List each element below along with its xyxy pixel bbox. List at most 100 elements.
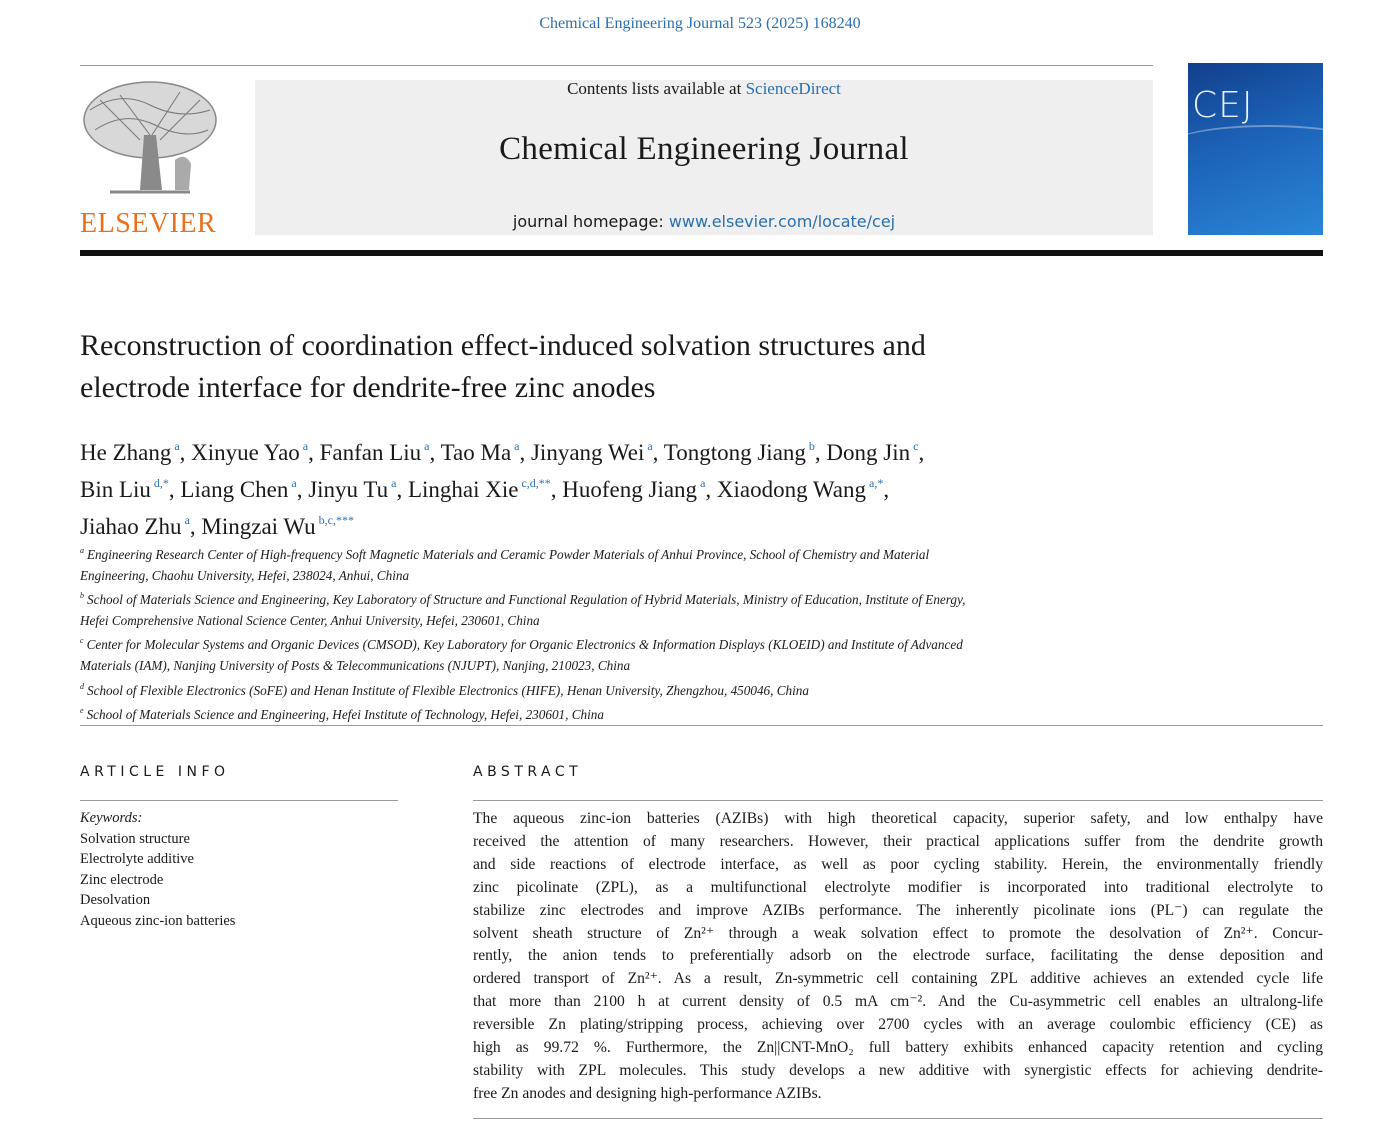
keyword: Zinc electrode — [80, 871, 164, 888]
header-divider — [80, 65, 1153, 66]
abstract-divider — [473, 800, 1323, 801]
author-affiliation-marker[interactable]: b,c,*** — [318, 513, 354, 527]
author-name: Xinyue Yao — [191, 440, 300, 465]
cover-logo: CEJ — [1192, 85, 1254, 126]
keyword: Aqueous zinc-ion batteries — [80, 912, 236, 929]
affiliation-text: School of Materials Science and Engineer… — [87, 592, 966, 608]
affiliation-text: Engineering Research Center of High-freq… — [87, 547, 930, 562]
affiliation-text: Center for Molecular Systems and Organic… — [86, 637, 963, 653]
author-affiliation-marker[interactable]: a — [700, 476, 706, 490]
author-affiliation-marker[interactable]: a — [514, 439, 520, 453]
author-affiliation-marker[interactable]: a,* — [869, 476, 884, 490]
affiliation-text: Materials (IAM), Nanjing University of P… — [80, 657, 631, 673]
article-info-heading: ARTICLE INFO — [80, 764, 230, 780]
author-affiliation-marker[interactable]: a — [647, 439, 653, 453]
affiliation-label: a — [80, 546, 84, 555]
author-name: Xiaodong Wang — [716, 477, 867, 502]
affiliation-text: School of Materials Science and Engineer… — [86, 707, 604, 723]
author-name: Bin Liu — [80, 477, 151, 502]
affiliation-label: b — [80, 591, 84, 601]
affiliation-line: d School of Flexible Electronics (SoFE) a… — [80, 677, 1230, 702]
abstract-line: and side reactions of electrode interfac… — [473, 855, 1323, 873]
abstract-line: The aqueous zinc-ion batteries (AZIBs) w… — [473, 810, 1323, 827]
author-name: Mingzai Wu — [201, 514, 316, 539]
author-affiliation-marker[interactable]: c — [913, 439, 919, 453]
header-rule — [80, 250, 1323, 256]
elsevier-wordmark: ELSEVIER — [80, 208, 217, 239]
cover-wave — [1188, 125, 1323, 167]
elsevier-tree-logo — [80, 80, 220, 205]
contents-line: Contents lists available at ScienceDirec… — [255, 79, 1153, 99]
author-affiliation-marker[interactable]: a — [291, 476, 297, 490]
author-name: He Zhang — [80, 440, 172, 465]
title-line: electrode interface for dendrite-free zi… — [80, 371, 656, 404]
section-divider — [80, 725, 1323, 726]
affiliation-text: School of Flexible Electronics (SoFE) an… — [87, 682, 809, 698]
journal-title: Chemical Engineering Journal — [499, 131, 909, 167]
article-info-divider — [80, 800, 398, 801]
author-affiliation-marker[interactable]: c,d,** — [521, 476, 551, 490]
keyword: Solvation structure — [80, 830, 190, 847]
author-list: He Zhang a, Xinyue Yao a, Fanfan Liu a, Tao… — [80, 431, 1230, 542]
author-affiliation-marker[interactable]: b — [808, 439, 815, 453]
author-affiliation-marker[interactable]: d,* — [153, 476, 169, 490]
contents-label: Contents lists available at — [567, 79, 746, 98]
affiliation-label: d — [80, 681, 84, 691]
author-name: Jiahao Zhu — [80, 514, 182, 539]
keywords-list: Keywords: Solvation structure Electrolyte… — [80, 808, 235, 932]
abstract-bottom-divider — [473, 1118, 1323, 1119]
author-affiliation-marker[interactable]: a — [391, 476, 397, 490]
author-affiliation-marker[interactable]: a — [174, 439, 180, 453]
abstract-line: ordered transport of Zn²⁺. As a result, … — [473, 970, 1323, 988]
abstract-line: solvent sheath structure of Zn²⁺ through… — [473, 924, 1323, 942]
author-name: Tao Ma — [440, 440, 512, 465]
affiliation-line: a Engineering Research Center of High-fre… — [80, 541, 1230, 566]
homepage-label: journal homepage: — [512, 212, 669, 231]
affiliation-line: Engineering, Chaohu University, Hefei, 2… — [80, 566, 1230, 587]
author-line: Jiahao Zhu a, Mingzai Wu b,c,*** — [80, 513, 354, 539]
abstract-heading: ABSTRACT — [473, 764, 583, 780]
author-name: Jinyang Wei — [530, 440, 645, 465]
affiliation-label: e — [80, 706, 84, 716]
author-name: Fanfan Liu — [319, 440, 422, 465]
keywords-label: Keywords: — [80, 810, 143, 826]
sciencedirect-link[interactable]: ScienceDirect — [745, 79, 841, 98]
author-name: Tongtong Jiang — [663, 440, 806, 465]
abstract-line: zinc picolinate (ZPL), as a multifunctio… — [473, 878, 1323, 896]
title-line: Reconstruction of coordination effect-in… — [80, 329, 926, 362]
journal-citation: Chemical Engineering Journal 523 (2025) … — [539, 15, 861, 32]
affiliation-line: Materials (IAM), Nanjing University of P… — [80, 656, 1230, 677]
author-affiliation-marker[interactable]: a — [184, 513, 190, 527]
author-name: Dong Jin — [826, 440, 911, 465]
abstract-line: received the attention of many researche… — [473, 832, 1323, 850]
author-line: Bin Liu d,*, Liang Chen a, Jinyu Tu a, Ling… — [80, 476, 890, 502]
affiliation-line: b School of Materials Science and Enginee… — [80, 586, 1230, 611]
journal-cover: CEJ — [1188, 63, 1323, 235]
article-title: Reconstruction of coordination effect-in… — [80, 325, 1230, 409]
affiliation-text: Engineering, Chaohu University, Hefei, 2… — [80, 567, 410, 583]
keyword: Electrolyte additive — [80, 851, 194, 868]
affiliation-line: Hefei Comprehensive National Science Cen… — [80, 611, 1230, 632]
author-name: Jinyu Tu — [308, 477, 389, 502]
abstract-line: rently, the anion tends to preferentiall… — [473, 947, 1323, 965]
abstract-line: free Zn anodes and designing high-perfor… — [473, 1084, 822, 1102]
author-name: Linghai Xie — [407, 477, 519, 502]
author-affiliation-marker[interactable]: a — [424, 439, 430, 453]
affiliation-line: c Center for Molecular Systems and Organi… — [80, 631, 1230, 656]
abstract-line: reversible Zn plating/stripping process,… — [473, 1016, 1323, 1034]
abstract-line: that more than 2100 h at current density… — [473, 993, 1323, 1011]
journal-banner — [255, 80, 1153, 235]
author-name: Liang Chen — [180, 477, 289, 502]
journal-homepage: journal homepage: www.elsevier.com/locat… — [255, 212, 1153, 231]
abstract-text: The aqueous zinc-ion batteries (AZIBs) w… — [473, 808, 1323, 1106]
author-name: Huofeng Jiang — [562, 477, 698, 502]
abstract-line: high as 99.72 %. Furthermore, the Zn||CN… — [473, 1039, 1323, 1057]
author-affiliation-marker[interactable]: a — [302, 439, 309, 453]
keyword: Desolvation — [80, 892, 151, 909]
author-line: He Zhang a, Xinyue Yao a, Fanfan Liu a, Tao… — [80, 439, 925, 465]
affiliation-line: e School of Materials Science and Enginee… — [80, 701, 1230, 726]
homepage-link[interactable]: www.elsevier.com/locate/cej — [668, 212, 896, 231]
abstract-line: stabilize zinc electrodes and improve AZ… — [473, 901, 1323, 919]
affiliations: a Engineering Research Center of High-fre… — [80, 541, 1230, 726]
